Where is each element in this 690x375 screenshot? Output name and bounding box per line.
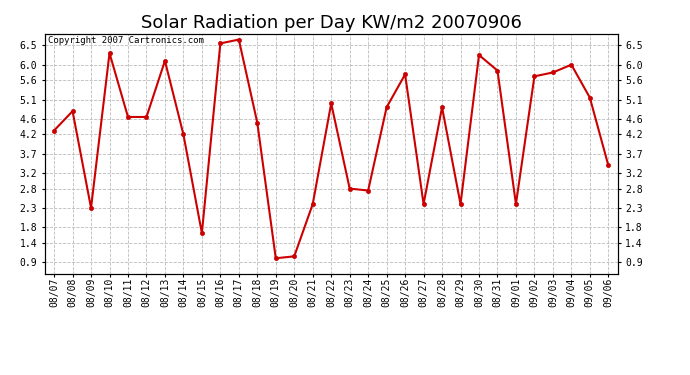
Title: Solar Radiation per Day KW/m2 20070906: Solar Radiation per Day KW/m2 20070906 [141, 14, 522, 32]
Text: Copyright 2007 Cartronics.com: Copyright 2007 Cartronics.com [48, 36, 204, 45]
